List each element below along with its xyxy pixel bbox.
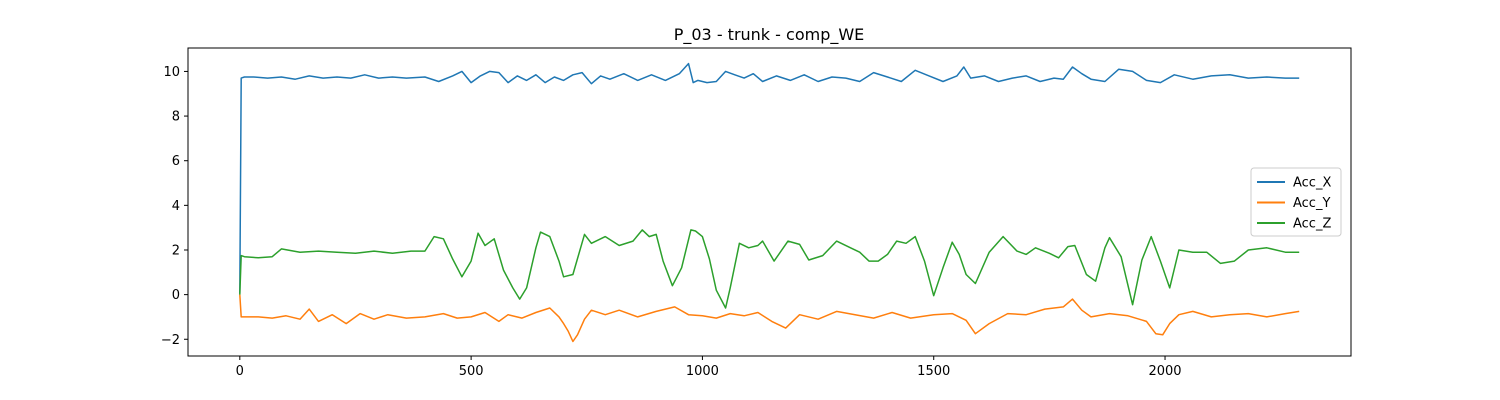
y-tick-label: 4: [172, 199, 180, 214]
x-tick-label: 1000: [686, 364, 719, 379]
y-tick-label: 0: [172, 288, 180, 303]
series-line-acc-z: [239, 229, 1300, 309]
legend-label: Acc_Y: [1293, 196, 1330, 211]
legend-label: Acc_X: [1293, 176, 1331, 191]
y-tick-label: 10: [163, 65, 180, 80]
x-tick-label: 1500: [917, 364, 950, 379]
y-tick-label: −2: [161, 333, 180, 348]
y-tick-label: 2: [172, 243, 180, 258]
x-tick-label: 500: [459, 364, 484, 379]
series-line-acc-y: [239, 294, 1300, 343]
y-tick-label: 6: [172, 154, 180, 169]
x-tick-label: 2000: [1148, 364, 1181, 379]
chart-title: P_03 - trunk - comp_WE: [674, 25, 865, 45]
x-tick-label: 0: [236, 364, 244, 379]
legend-box: [1250, 167, 1342, 237]
legend: Acc_X Acc_Y Acc_Z: [1250, 167, 1342, 237]
plot-frame: [187, 47, 1352, 357]
x-axis: 0 500 1000 1500 2000: [236, 356, 1182, 379]
y-tick-label: 8: [172, 110, 180, 125]
legend-label: Acc_Z: [1293, 217, 1331, 232]
y-axis: −2 0 2 4 6 8 10: [161, 65, 188, 348]
series-line-acc-x: [239, 62, 1300, 294]
plot-series: [239, 62, 1300, 343]
